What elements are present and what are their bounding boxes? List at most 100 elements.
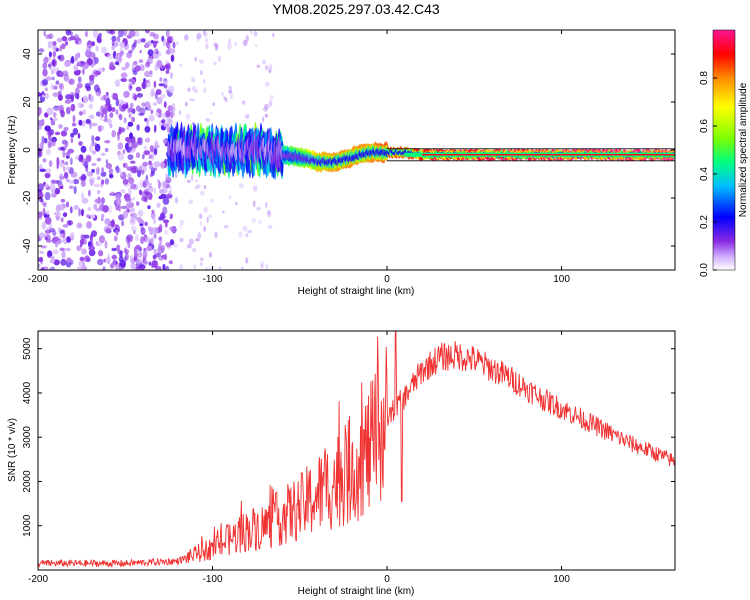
- noise-blob: [165, 177, 172, 184]
- noise-blob: [135, 244, 141, 250]
- noise-blob: [61, 43, 66, 50]
- noise-blob: [169, 185, 172, 193]
- noise-blob: [52, 65, 56, 74]
- noise-blob: [141, 153, 145, 160]
- noise-blob: [80, 175, 84, 181]
- noise-blob: [52, 236, 60, 242]
- noise-blob: [224, 225, 229, 229]
- snr-y-label: SNR (10 * v/v): [7, 418, 18, 482]
- noise-blob: [156, 202, 161, 208]
- noise-blob: [137, 251, 143, 258]
- noise-blob: [153, 124, 157, 133]
- noise-blob: [149, 173, 153, 178]
- noise-blob: [141, 81, 148, 90]
- noise-blob: [186, 244, 192, 249]
- noise-blob: [90, 214, 96, 219]
- noise-blob: [101, 217, 104, 222]
- noise-blob: [95, 198, 102, 205]
- noise-blob: [123, 162, 128, 169]
- noise-blob: [63, 145, 67, 151]
- noise-blob: [168, 260, 173, 265]
- noise-blob: [96, 167, 100, 175]
- noise-blob: [97, 189, 101, 195]
- noise-blob: [119, 50, 124, 58]
- noise-blob: [158, 243, 162, 250]
- noise-blob: [113, 39, 119, 48]
- noise-blob: [42, 158, 47, 163]
- noise-blob: [146, 119, 150, 127]
- noise-blob: [96, 157, 102, 162]
- noise-blob: [205, 118, 210, 122]
- noise-blob: [109, 173, 114, 179]
- noise-blob: [114, 79, 121, 87]
- noise-blob: [59, 175, 65, 180]
- noise-blob: [260, 264, 264, 269]
- noise-blob: [169, 72, 174, 79]
- noise-blob: [75, 69, 82, 74]
- y-tick-label: -20: [22, 190, 33, 205]
- noise-blob: [88, 103, 94, 110]
- noise-blob: [128, 187, 132, 196]
- noise-blob: [256, 206, 259, 211]
- noise-blob: [62, 224, 69, 228]
- noise-blob: [50, 255, 55, 264]
- spectrogram-x-label: Height of straight line (km): [298, 286, 415, 297]
- noise-blob: [158, 195, 164, 200]
- noise-blob: [69, 185, 74, 189]
- noise-blob: [115, 229, 119, 236]
- noise-blob: [151, 209, 155, 214]
- noise-blob: [122, 149, 126, 155]
- noise-blob: [87, 207, 91, 211]
- noise-blob: [80, 242, 83, 248]
- snr-y-ticks: 1000 2000 3000 4000 5000: [22, 337, 675, 537]
- noise-blob: [53, 117, 58, 122]
- noise-blob: [46, 107, 54, 116]
- noise-blob: [118, 103, 122, 111]
- noise-blob: [153, 161, 161, 168]
- colorbar-tick-label: 0.4: [699, 167, 710, 181]
- noise-blob: [107, 118, 112, 126]
- noise-blob: [186, 179, 191, 183]
- noise-blob: [126, 51, 132, 59]
- noise-blob: [127, 107, 131, 114]
- noise-blob: [262, 116, 265, 123]
- noise-blob: [265, 201, 268, 208]
- noise-blob: [115, 61, 119, 65]
- noise-blob: [121, 128, 125, 133]
- noise-blob: [170, 111, 175, 118]
- noise-blob: [194, 56, 197, 62]
- noise-blob: [111, 107, 116, 112]
- noise-blob: [65, 94, 72, 100]
- noise-blob: [70, 171, 78, 178]
- noise-blob: [119, 41, 125, 48]
- x-tick-label: 100: [553, 574, 570, 585]
- noise-blob: [171, 103, 176, 110]
- noise-blob: [132, 70, 138, 76]
- noise-blob: [101, 179, 105, 185]
- noise-blob: [38, 256, 44, 263]
- noise-blob: [60, 130, 67, 137]
- noise-blob: [38, 183, 44, 192]
- noise-blob: [123, 117, 127, 124]
- noise-blob: [80, 145, 87, 153]
- noise-blob: [169, 239, 175, 246]
- noise-blob: [199, 190, 205, 196]
- noise-blob: [228, 90, 232, 94]
- noise-blob: [138, 264, 146, 270]
- noise-blob: [80, 180, 86, 187]
- noise-blob: [139, 49, 142, 54]
- noise-blob: [128, 50, 133, 54]
- noise-blob: [208, 266, 212, 270]
- noise-blob: [105, 163, 113, 169]
- noise-blob: [114, 53, 122, 62]
- noise-blob: [148, 261, 152, 266]
- noise-blob: [168, 214, 172, 218]
- noise-blob: [44, 87, 48, 92]
- noise-blob: [61, 250, 66, 259]
- noise-blob: [165, 70, 170, 74]
- noise-blob: [172, 41, 176, 49]
- noise-blob: [70, 232, 75, 240]
- noise-blob: [77, 76, 82, 83]
- noise-blob: [44, 236, 49, 241]
- noise-blob: [198, 213, 203, 219]
